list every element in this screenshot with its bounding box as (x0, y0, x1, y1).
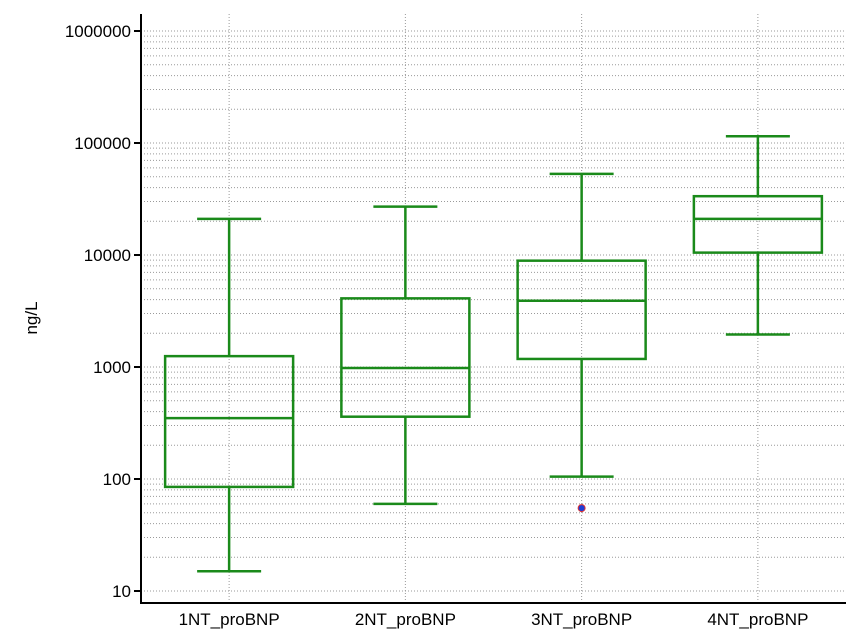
y-tick-label: 1000 (93, 358, 131, 377)
y-tick-labels: 10 100 1000 10000 100000 1000000 (65, 22, 141, 601)
x-tick-label: 1NT_proBNP (179, 610, 280, 629)
box-1NT_proBNP (163, 217, 295, 573)
y-tick-label: 100000 (74, 134, 131, 153)
box-iqr (516, 259, 647, 361)
y-tick-label: 10 (112, 582, 131, 601)
outlier-point (577, 504, 586, 513)
y-tick-label: 100 (103, 470, 131, 489)
grid-lines (141, 14, 846, 603)
box-4NT_proBNP (692, 134, 824, 336)
boxes (163, 134, 824, 573)
axes (140, 14, 846, 604)
y-axis-title: ng/L (22, 301, 41, 334)
box-iqr (340, 297, 471, 418)
x-tick-label: 4NT_proBNP (707, 610, 808, 629)
box-2NT_proBNP (340, 205, 471, 506)
y-tick-label: 10000 (84, 246, 131, 265)
x-tick-label: 3NT_proBNP (531, 610, 632, 629)
x-tick-labels: 1NT_proBNP 2NT_proBNP 3NT_proBNP 4NT_proBNP (179, 610, 809, 629)
box-3NT_proBNP (516, 172, 647, 513)
box-iqr (163, 354, 295, 489)
x-tick-label: 2NT_proBNP (355, 610, 456, 629)
box-iqr (692, 194, 824, 254)
y-tick-label: 1000000 (65, 22, 131, 41)
